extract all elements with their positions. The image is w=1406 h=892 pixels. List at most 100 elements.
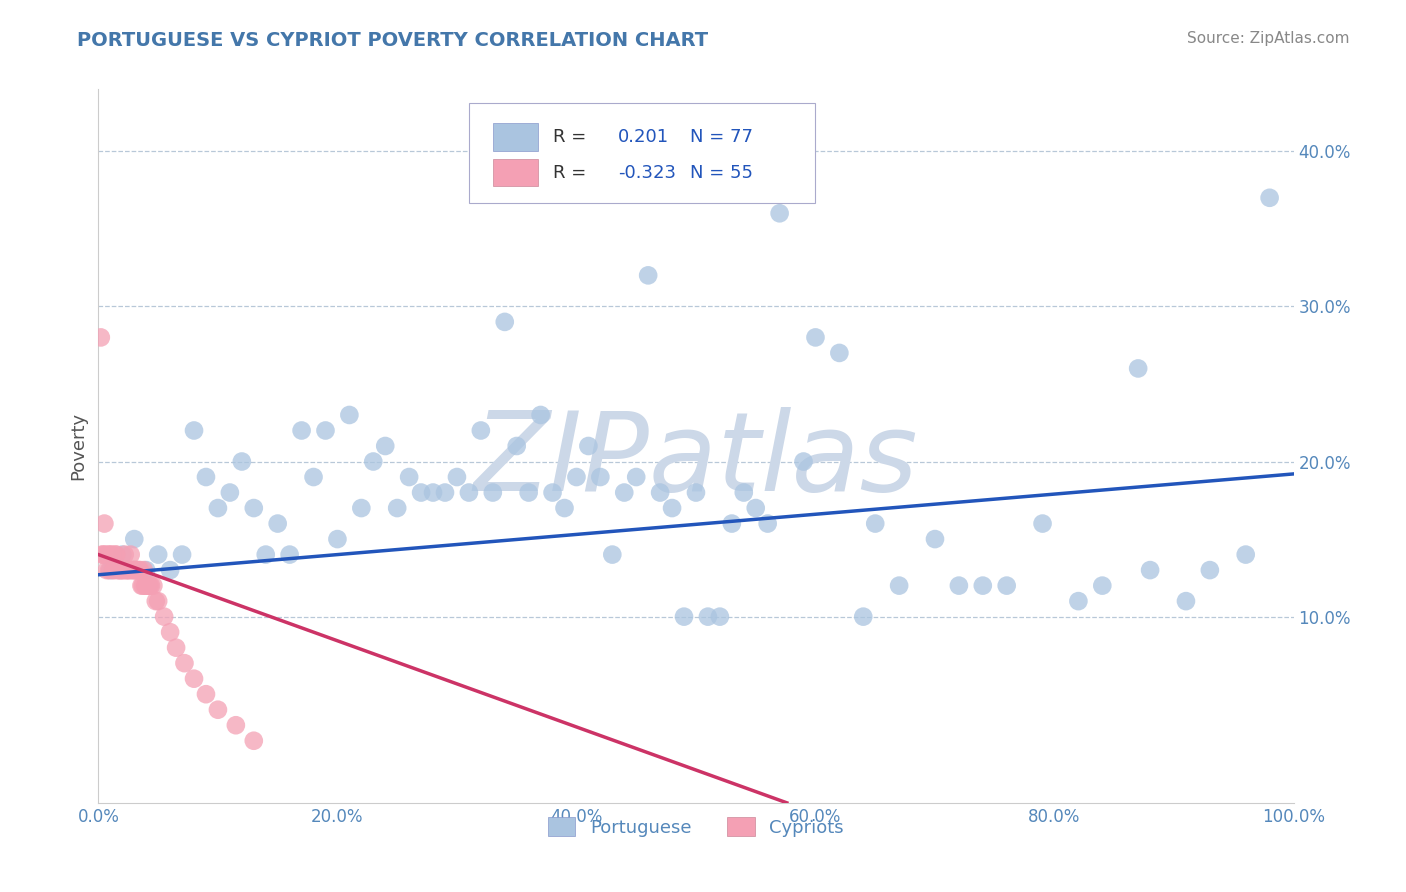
Point <box>578 439 600 453</box>
Point <box>142 579 165 593</box>
Point <box>128 563 150 577</box>
Y-axis label: Poverty: Poverty <box>69 412 87 480</box>
Point <box>107 563 129 577</box>
Point <box>1139 563 1161 577</box>
Point <box>183 424 205 438</box>
Point <box>112 563 135 577</box>
Point <box>1032 516 1054 531</box>
Point <box>172 548 194 562</box>
Point <box>121 563 143 577</box>
Point <box>804 330 827 344</box>
Point <box>207 703 229 717</box>
Point <box>145 594 167 608</box>
Point <box>97 548 120 562</box>
Point <box>697 609 720 624</box>
Point <box>122 563 145 577</box>
Point <box>219 485 242 500</box>
Point <box>865 516 887 531</box>
Point <box>139 579 162 593</box>
Point <box>243 501 266 516</box>
Point <box>183 672 205 686</box>
Point <box>339 408 361 422</box>
Point <box>745 501 768 516</box>
Point <box>131 579 153 593</box>
Point <box>148 548 170 562</box>
Point <box>135 563 157 577</box>
Point <box>733 485 755 500</box>
Point <box>709 609 731 624</box>
Point <box>94 548 117 562</box>
Point <box>117 563 139 577</box>
Point <box>278 548 301 562</box>
Point <box>517 485 540 500</box>
Point <box>374 439 396 453</box>
Point <box>111 548 134 562</box>
Point <box>159 625 181 640</box>
Point <box>398 470 420 484</box>
Point <box>131 579 153 593</box>
Point <box>125 563 148 577</box>
Point <box>103 563 125 577</box>
Point <box>458 485 481 500</box>
Point <box>254 548 277 562</box>
Point <box>1175 594 1198 608</box>
Point <box>134 579 156 593</box>
Point <box>114 548 136 562</box>
Text: -0.323: -0.323 <box>619 164 676 182</box>
Point <box>315 424 337 438</box>
Point <box>207 501 229 516</box>
Point <box>91 548 114 562</box>
Point <box>91 548 114 562</box>
Bar <box>494 159 538 186</box>
Point <box>148 594 170 608</box>
Legend: Portuguese, Cypriots: Portuguese, Cypriots <box>541 810 851 844</box>
Point <box>852 609 875 624</box>
Point <box>96 563 118 577</box>
Point <box>385 501 409 516</box>
Point <box>124 563 146 577</box>
Point <box>685 485 707 500</box>
Point <box>972 579 994 593</box>
Point <box>291 424 314 438</box>
Point <box>661 501 683 516</box>
Point <box>159 563 181 577</box>
Point <box>90 330 112 344</box>
Point <box>98 563 122 577</box>
Point <box>98 548 122 562</box>
Point <box>105 548 128 562</box>
Point <box>446 470 468 484</box>
Point <box>828 346 851 360</box>
Point <box>1258 191 1281 205</box>
Text: R =: R = <box>553 128 592 146</box>
Point <box>110 563 132 577</box>
Point <box>637 268 659 283</box>
Point <box>350 501 373 516</box>
Point <box>554 501 576 516</box>
Bar <box>494 123 538 151</box>
Point <box>139 579 162 593</box>
Point <box>756 516 779 531</box>
Point <box>494 315 516 329</box>
Point <box>565 470 588 484</box>
Point <box>195 687 218 701</box>
Point <box>948 579 970 593</box>
Point <box>104 548 127 562</box>
Text: PORTUGUESE VS CYPRIOT POVERTY CORRELATION CHART: PORTUGUESE VS CYPRIOT POVERTY CORRELATIO… <box>77 31 709 50</box>
Point <box>115 563 138 577</box>
Point <box>924 532 946 546</box>
Point <box>411 485 433 500</box>
Point <box>120 548 142 562</box>
Point <box>267 516 290 531</box>
Point <box>1234 548 1257 562</box>
Point <box>165 640 187 655</box>
Text: ZIPatlas: ZIPatlas <box>474 407 918 514</box>
Point <box>118 563 141 577</box>
Point <box>613 485 636 500</box>
Point <box>780 175 803 189</box>
Point <box>1067 594 1090 608</box>
Point <box>98 563 121 577</box>
FancyBboxPatch shape <box>470 103 815 203</box>
Point <box>302 470 325 484</box>
Text: 0.201: 0.201 <box>619 128 669 146</box>
Point <box>793 454 815 468</box>
